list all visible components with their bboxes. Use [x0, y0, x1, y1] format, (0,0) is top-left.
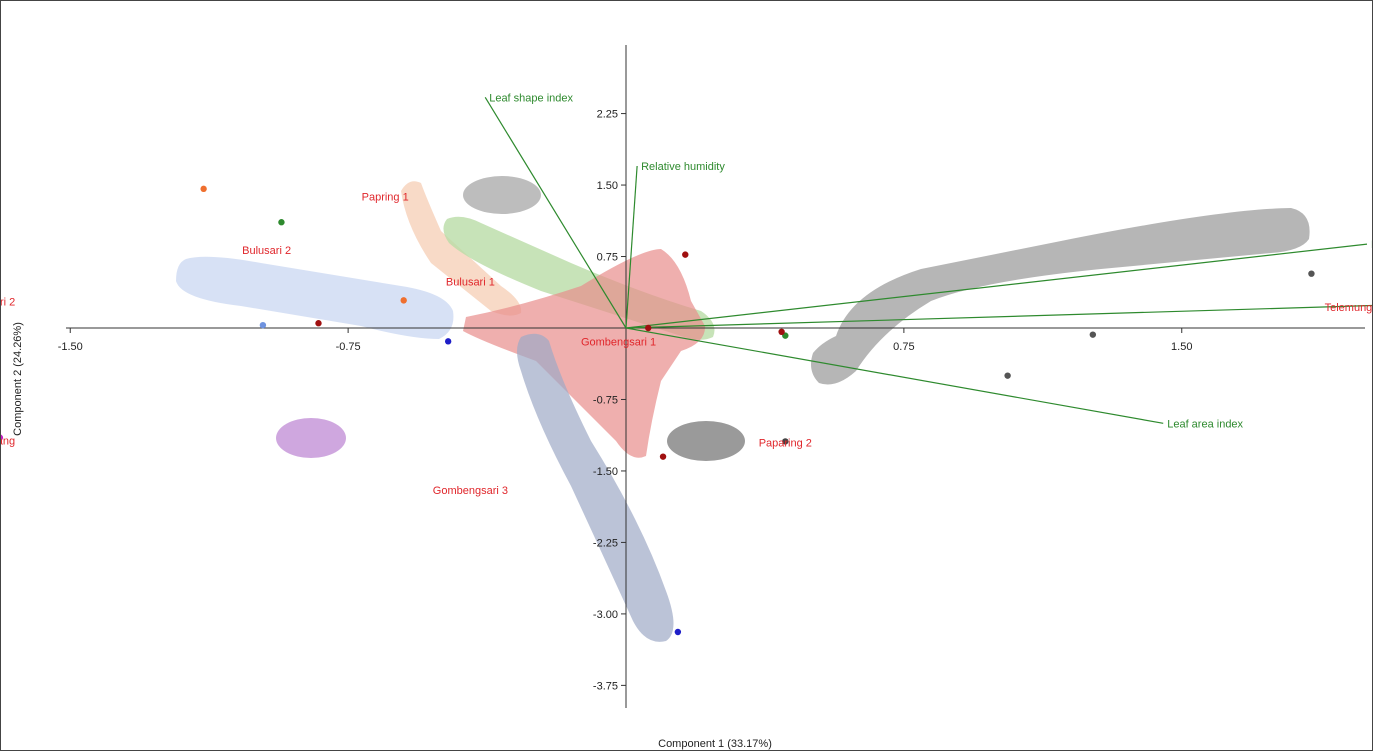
hull-gombengsari-3	[517, 333, 674, 642]
point-gombengsari-1	[659, 453, 667, 460]
y-tick-label: -1.50	[593, 466, 618, 478]
group-label-sedang: Sedang	[1, 435, 15, 447]
group-label-telemung: Telemung	[1325, 302, 1372, 314]
vector-number-of-flowers-inflorescence	[625, 243, 1368, 329]
y-tick-label: 0.75	[597, 252, 618, 264]
vector-leaf-shape-index	[484, 97, 627, 329]
point-telemung	[1308, 270, 1315, 277]
hull-bulusari-2	[401, 181, 522, 316]
point-sedang	[1, 434, 4, 441]
y-axis-title: Component 2 (24.26%)	[12, 322, 24, 436]
x-tick-label: -1.50	[58, 341, 83, 353]
y-tick-label: -3.75	[593, 680, 618, 692]
group-label-gombengsari-2: Gombengsari 2	[1, 296, 15, 308]
point-bulusari-1	[278, 219, 285, 226]
point-bulusari-2	[200, 185, 207, 193]
group-label-paparing-2: Paparing 2	[759, 437, 812, 449]
hull-sedang	[276, 418, 346, 458]
point-gombengsari-1	[778, 328, 785, 336]
vector-relative-humidity	[625, 165, 638, 329]
vector-label-leaf-shape-index: Leaf shape index	[489, 92, 573, 104]
y-tick-label: -2.25	[593, 537, 618, 549]
point-bulusari-2	[400, 297, 407, 304]
y-tick-label: 2.25	[597, 109, 618, 121]
vector-label-leaf-area-index: Leaf area index	[1167, 418, 1243, 430]
point-gombengsari-2	[259, 321, 267, 329]
hull-paparing-2	[667, 421, 745, 461]
vector-label-relative-humidity: Relative humidity	[641, 161, 725, 173]
point-gombengsari-1	[682, 251, 689, 258]
point-telemung	[1004, 372, 1011, 379]
y-tick-label: 1.50	[597, 180, 618, 192]
point-gombengsari-3	[444, 338, 452, 345]
group-label-bulusari-2: Bulusari 2	[242, 245, 291, 257]
point-telemung	[1089, 331, 1097, 338]
group-labels: Gombengsari 2 Bulusari 2 Bulusari 1 Papring…	[1, 191, 1372, 497]
group-label-bulusari-1: Bulusari 1	[446, 276, 495, 288]
hull-gombengsari-1	[463, 249, 706, 458]
y-tick-label: -3.00	[593, 609, 618, 621]
x-axis-title: Component 1 (33.17%)	[658, 738, 772, 750]
x-tick-label: 0.75	[893, 341, 914, 353]
point-gombengsari-1	[645, 324, 652, 332]
y-tick-label: -0.75	[593, 394, 618, 406]
group-label-gombengsari-3: Gombengsari 3	[433, 485, 508, 497]
hull-telemung	[811, 208, 1310, 385]
axes: -3.00-2.25-1.50-0.750.751.502.253.003.75…	[58, 45, 1365, 708]
hull-papring-1	[463, 176, 541, 214]
vector-label-number-of-flowers-inflorescence: Number of flowers/inflorescence	[1371, 239, 1372, 251]
point-gombengsari-1	[315, 320, 322, 327]
x-tick-label: -0.75	[336, 341, 361, 353]
vector-leaf-area-index	[625, 327, 1164, 424]
group-label-papring-1: Papring 1	[362, 191, 409, 203]
x-tick-label: 1.50	[1171, 341, 1192, 353]
point-gombengsari-3	[674, 628, 682, 636]
hull-gombengsari-2	[176, 256, 454, 339]
group-label-gombengsari-1: Gombengsari 1	[581, 336, 656, 348]
group-hulls	[176, 176, 1310, 642]
loading-vectors: Leaf shape index Relative humidity Number …	[484, 92, 1372, 430]
vector-light-intensity	[625, 304, 1372, 329]
data-points	[1, 185, 1315, 636]
point-paparing-2	[782, 438, 789, 445]
